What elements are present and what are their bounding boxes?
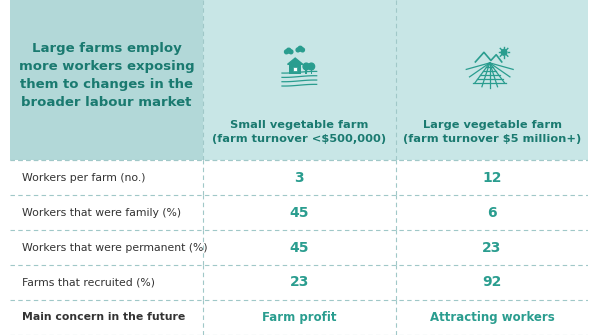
Circle shape [289,50,293,54]
Circle shape [303,63,310,70]
Circle shape [284,50,288,54]
Text: 23: 23 [482,241,502,255]
FancyBboxPatch shape [10,195,589,230]
FancyBboxPatch shape [10,300,589,335]
Text: 12: 12 [482,171,502,185]
Circle shape [301,48,304,52]
FancyBboxPatch shape [203,0,395,160]
Circle shape [298,46,302,51]
Text: 45: 45 [290,241,309,255]
Text: 45: 45 [290,205,309,219]
Text: Farm profit: Farm profit [262,311,337,324]
Circle shape [501,50,507,55]
Text: Workers that were family (%): Workers that were family (%) [22,207,181,217]
Circle shape [308,63,314,70]
Text: Attracting workers: Attracting workers [430,311,554,324]
Bar [305,70,307,74]
Text: 3: 3 [295,171,304,185]
FancyBboxPatch shape [10,160,589,195]
FancyBboxPatch shape [10,230,589,265]
Bar [293,67,297,71]
Text: 6: 6 [487,205,497,219]
Text: 23: 23 [290,275,309,289]
Text: Large vegetable farm
(farm turnover $5 million+): Large vegetable farm (farm turnover $5 m… [403,120,581,144]
Text: Workers that were permanent (%): Workers that were permanent (%) [22,243,208,253]
Bar [311,70,312,74]
Text: Main concern in the future: Main concern in the future [22,313,185,323]
Text: 92: 92 [482,275,502,289]
Circle shape [286,48,291,53]
Text: Small vegetable farm
(farm turnover <$500,000): Small vegetable farm (farm turnover <$50… [212,120,386,144]
FancyBboxPatch shape [10,265,589,300]
Text: Workers per farm (no.): Workers per farm (no.) [22,173,145,183]
Text: Farms that recruited (%): Farms that recruited (%) [22,277,155,287]
Text: Large farms employ
more workers exposing
them to changes in the
broader labour m: Large farms employ more workers exposing… [19,42,194,109]
FancyBboxPatch shape [395,0,589,160]
Circle shape [296,48,300,52]
FancyBboxPatch shape [10,0,203,160]
Bar [289,64,301,74]
Polygon shape [287,58,303,64]
